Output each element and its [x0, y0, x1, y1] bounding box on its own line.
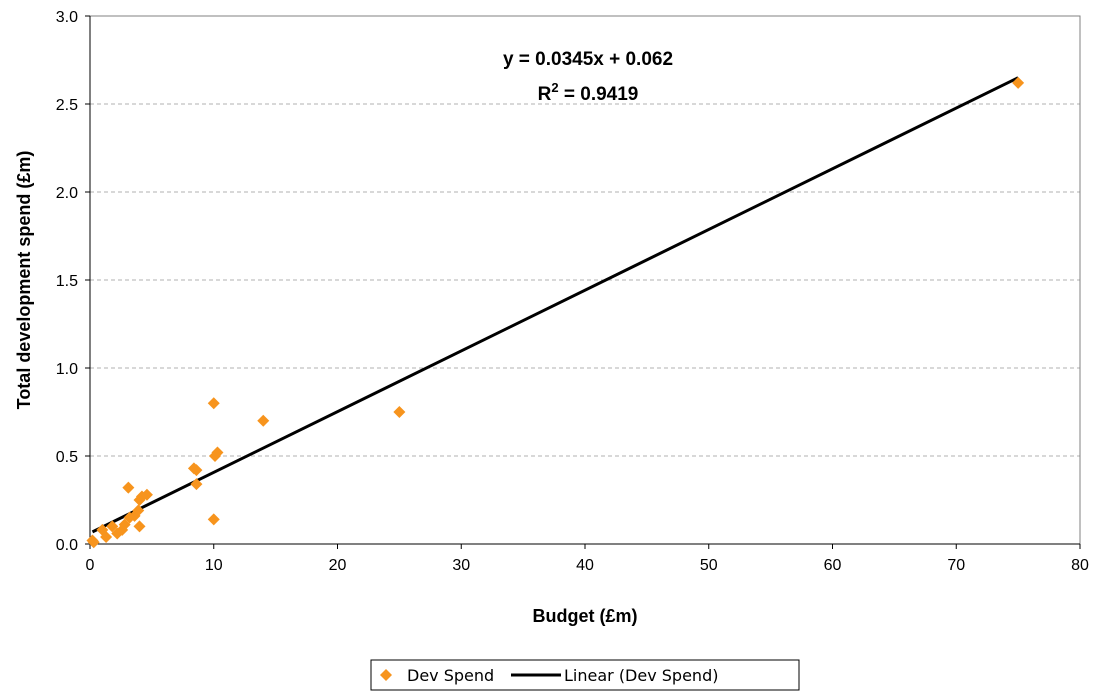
data-point-11: [132, 504, 145, 517]
data-point-23: [257, 414, 270, 427]
legend-label-dev-spend: Dev Spend: [407, 666, 494, 685]
axes: [85, 15, 1081, 549]
data-point-18: [190, 478, 203, 491]
y-tick-label-2: 1.0: [56, 361, 78, 378]
equation-label: y = 0.0345x + 0.062: [503, 49, 673, 70]
y-tick-label-6: 3.0: [56, 9, 78, 26]
data-point-24: [393, 406, 406, 418]
data-point-17: [190, 464, 203, 477]
x-tick-label-3: 30: [452, 557, 470, 574]
trendline: [91, 76, 1019, 534]
data-point-8: [122, 481, 135, 494]
x-axis-title: Budget (£m): [533, 606, 638, 626]
linear-trendline: [91, 76, 1019, 534]
y-tick-label-5: 2.5: [56, 97, 78, 114]
x-tick-label-8: 80: [1071, 557, 1089, 574]
y-tick-label-3: 1.5: [56, 273, 78, 290]
data-points: [86, 76, 1025, 549]
data-point-22: [211, 446, 224, 459]
legend-box: [370, 659, 800, 691]
r-squared-base: R: [538, 84, 552, 105]
x-tick-label-2: 20: [329, 557, 347, 574]
data-point-25: [1012, 76, 1025, 89]
x-tick-label-7: 70: [947, 557, 965, 574]
legend-label-linear-dev-spend: Linear (Dev Spend): [564, 666, 718, 685]
data-point-3: [100, 530, 113, 543]
x-tick-label-6: 60: [824, 557, 842, 574]
data-point-1: [87, 536, 100, 549]
r-squared-superscript: 2: [551, 80, 558, 95]
x-tick-label-5: 50: [700, 557, 718, 574]
y-axis-title: Total development spend (£m): [14, 151, 34, 410]
data-point-15: [140, 488, 153, 501]
legend: Dev Spend Linear (Dev Spend): [370, 659, 800, 691]
data-point-20: [207, 513, 220, 526]
data-point-19: [207, 397, 220, 410]
tick-labels: 0.0 0.5 1.0 1.5 2.0 2.5 3.0 0 10 20 30 40 50 60 70 80: [56, 9, 1089, 574]
x-tick-label-4: 40: [576, 557, 594, 574]
legend-marker-diamond-icon: [380, 669, 392, 681]
data-point-12: [133, 520, 146, 533]
y-tick-label-0: 0.0: [56, 537, 78, 554]
gridlines: [90, 103, 1080, 457]
y-tick-label-4: 2.0: [56, 185, 78, 202]
trendline-equation: y = 0.0345x + 0.062 R2 = 0.9419: [503, 49, 673, 105]
data-point-9: [123, 511, 136, 524]
x-tick-label-1: 10: [205, 557, 223, 574]
x-tick-label-0: 0: [86, 557, 95, 574]
r-squared-label: R2 = 0.9419: [538, 80, 639, 105]
y-tick-label-1: 0.5: [56, 449, 78, 466]
r-squared-value: = 0.9419: [559, 84, 639, 105]
